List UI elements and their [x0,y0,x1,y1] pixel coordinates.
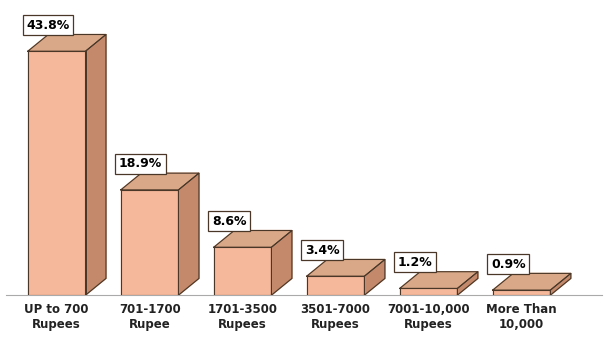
Polygon shape [492,290,550,295]
Text: 1.2%: 1.2% [398,256,433,269]
Polygon shape [121,173,199,190]
Polygon shape [364,259,385,295]
Polygon shape [121,190,179,295]
Polygon shape [307,259,385,276]
Polygon shape [179,173,199,295]
Text: 3.4%: 3.4% [305,244,339,257]
Polygon shape [214,231,292,247]
Polygon shape [28,34,106,51]
Polygon shape [86,34,106,295]
Polygon shape [28,51,86,295]
Text: 43.8%: 43.8% [26,19,69,32]
Polygon shape [307,276,364,295]
Text: 8.6%: 8.6% [212,215,246,228]
Text: 18.9%: 18.9% [119,157,162,171]
Polygon shape [271,231,292,295]
Polygon shape [400,288,457,295]
Polygon shape [550,273,571,295]
Polygon shape [214,247,271,295]
Polygon shape [400,272,478,288]
Polygon shape [492,273,571,290]
Text: 0.9%: 0.9% [491,257,525,271]
Polygon shape [457,272,478,295]
